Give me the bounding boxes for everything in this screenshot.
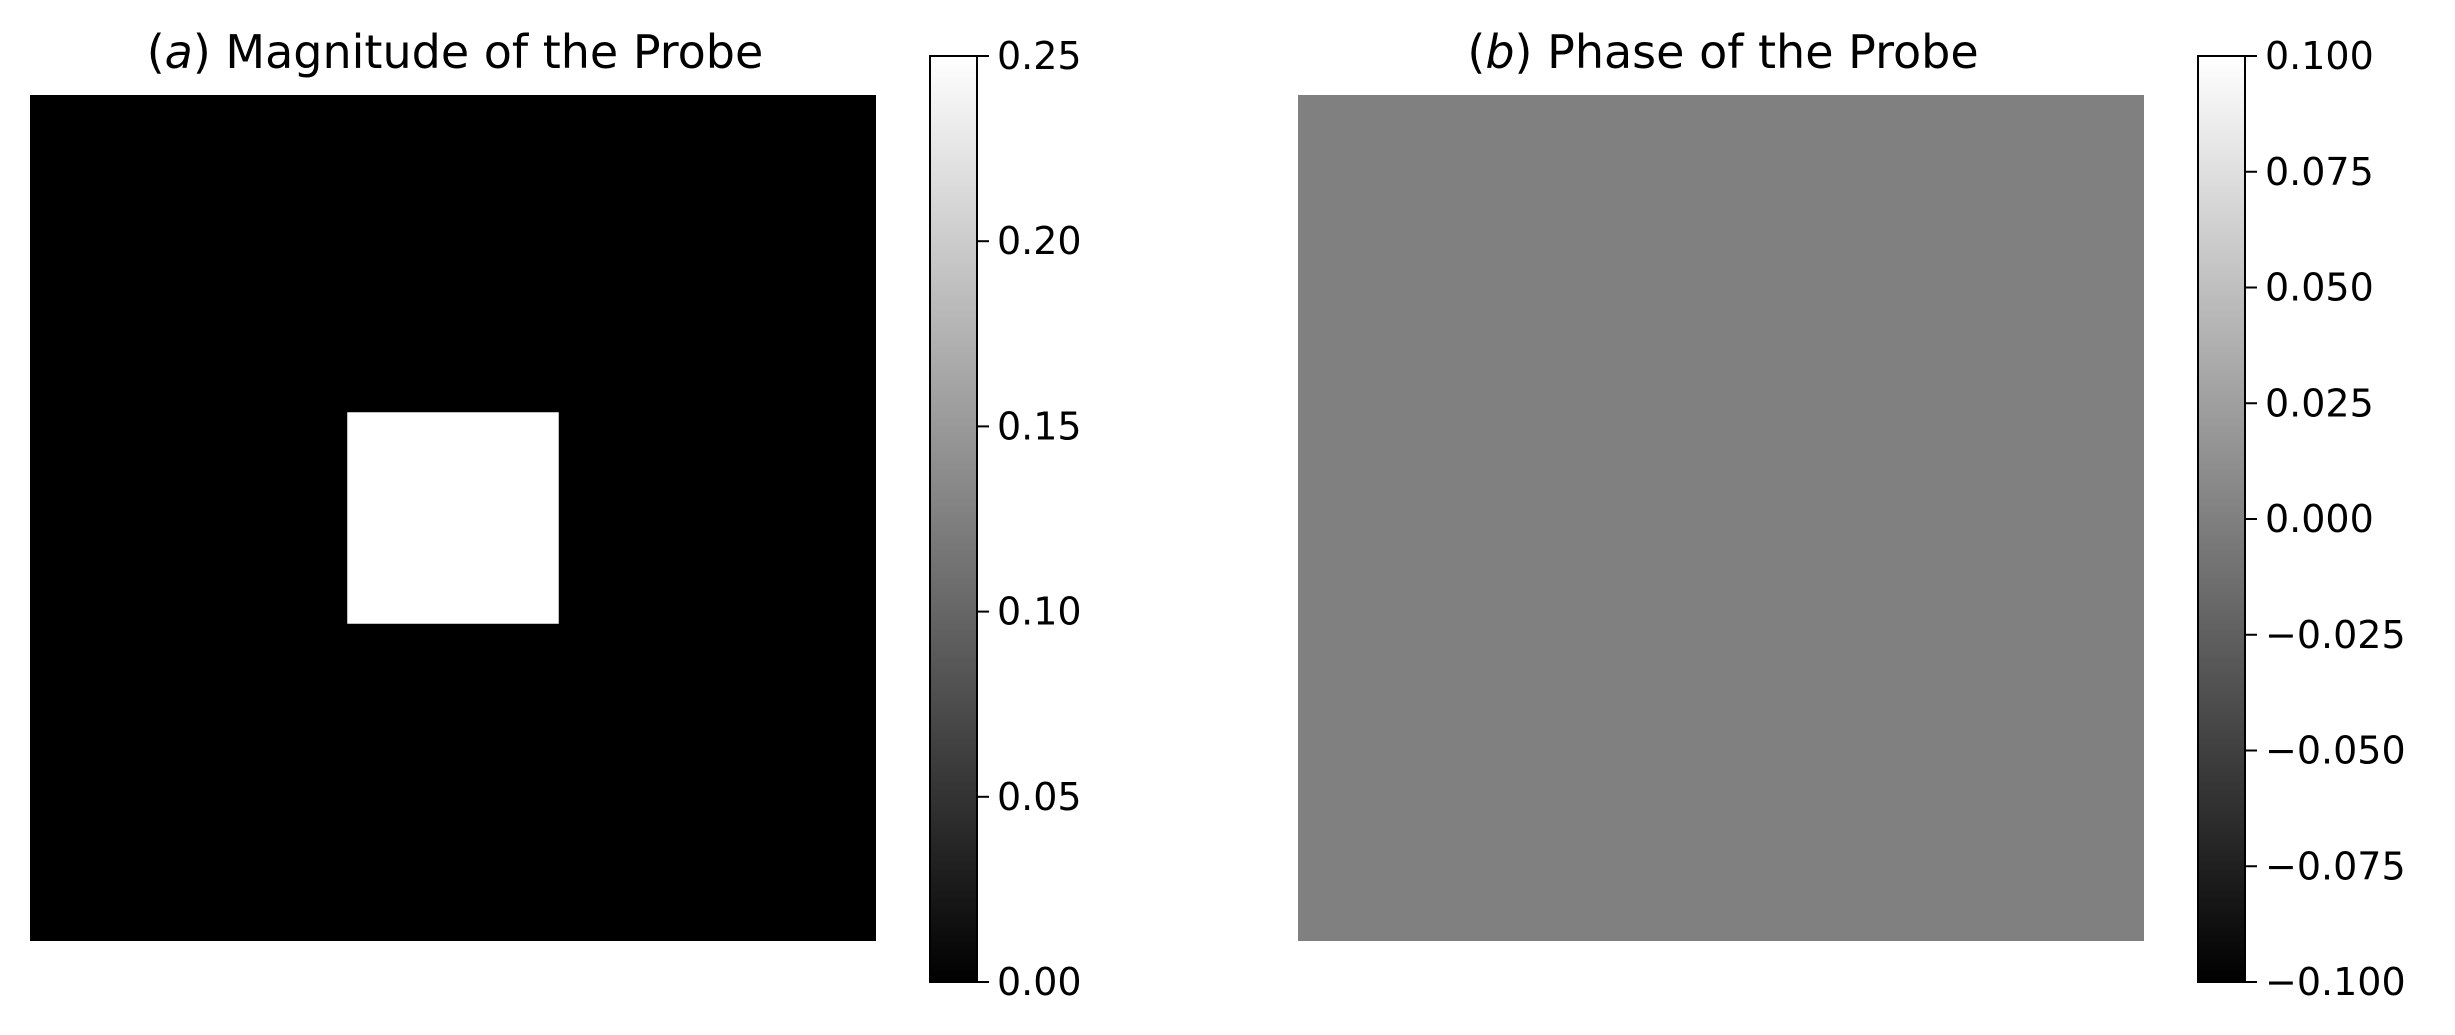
panel-b-colorbar-tick-label: 0.000 (2265, 497, 2374, 541)
panel-b-title: (b) Phase of the Probe (1467, 25, 1978, 79)
panel-b-colorbar-tick-label: −0.050 (2265, 729, 2406, 773)
panel-a-colorbar-tick-label: 0.20 (997, 219, 1082, 263)
panel-a-bright-square (347, 412, 559, 624)
panel-a-colorbar-tick-label: 0.00 (997, 960, 1082, 1004)
panel-b-colorbar-tick-label: 0.025 (2265, 381, 2374, 425)
panel-a-title-text: Magnitude of the Probe (225, 25, 763, 79)
panel-a-title: (a) Magnitude of the Probe (147, 25, 764, 79)
panel-a: (a) Magnitude of the Probe 0.000.050.100… (30, 25, 1082, 1004)
panel-b-colorbar-tick-label: −0.100 (2265, 960, 2406, 1004)
panel-a-colorbar (929, 55, 978, 983)
panel-b-colorbar-ticks: −0.100 −0.075 −0.050 −0.025 0.000 0.025 0.050 0… (2245, 34, 2406, 1004)
panel-b-colorbar-tick-label: 0.050 (2265, 266, 2374, 310)
panel-a-colorbar-tick-label: 0.25 (997, 34, 1082, 78)
panel-b: (b) Phase of the Probe −0.100 −0.075 −0.05… (1298, 25, 2406, 1004)
panel-b-image (1298, 95, 2144, 941)
panel-b-title-prefix: b (1485, 25, 1514, 79)
panel-a-colorbar-tick-label: 0.10 (997, 590, 1082, 634)
panel-b-colorbar-tick-label: 0.075 (2265, 150, 2374, 194)
panel-a-colorbar-tick-label: 0.05 (997, 775, 1082, 819)
panel-b-colorbar-tick-label: −0.025 (2265, 613, 2406, 657)
panel-b-title-text: Phase of the Probe (1547, 25, 1979, 79)
panel-a-colorbar-tick-label: 0.15 (997, 404, 1082, 448)
panel-b-colorbar (2197, 55, 2246, 983)
panel-b-colorbar-tick-label: −0.075 (2265, 844, 2406, 888)
panel-b-colorbar-tick-label: 0.100 (2265, 34, 2374, 78)
panel-a-title-prefix: a (165, 25, 193, 79)
panel-a-colorbar-ticks: 0.00 0.05 0.10 0.15 0.20 0.25 (977, 34, 1082, 1004)
